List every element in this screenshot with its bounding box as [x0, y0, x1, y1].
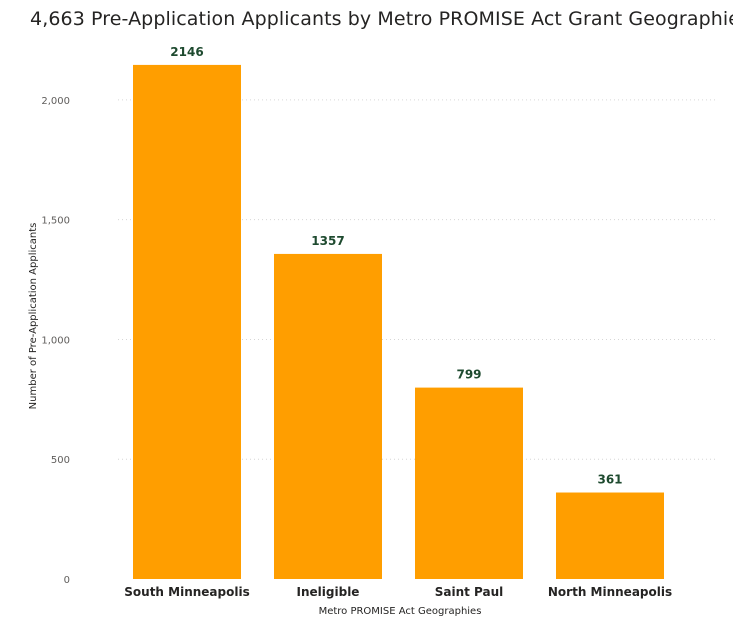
y-tick-label: 1,000 — [41, 335, 70, 346]
x-tick-label: Saint Paul — [435, 585, 504, 599]
y-tick-label: 500 — [51, 455, 70, 466]
bar[interactable] — [415, 387, 523, 579]
y-tick-label: 1,500 — [41, 216, 70, 227]
y-tick-label: 2,000 — [41, 96, 70, 107]
x-tick-label: North Minneapolis — [548, 585, 672, 599]
chart-title: 4,663 Pre-Application Applicants by Metr… — [30, 8, 733, 30]
data-labels: 2146 1357 799 361 — [170, 45, 622, 487]
y-axis-ticks: 0 500 1,000 1,500 2,000 — [41, 96, 70, 586]
data-label: 1357 — [311, 234, 344, 248]
x-tick-label: Ineligible — [297, 585, 360, 599]
y-axis-title: Number of Pre-Application Applicants — [28, 223, 39, 410]
data-label: 2146 — [170, 45, 203, 59]
y-tick-label: 0 — [64, 575, 70, 586]
data-label: 361 — [597, 473, 622, 487]
bars — [133, 64, 664, 580]
bar[interactable] — [556, 492, 664, 579]
x-axis-ticks: South Minneapolis Ineligible Saint Paul Nor… — [124, 585, 672, 599]
bar[interactable] — [274, 253, 382, 580]
bar[interactable] — [133, 64, 241, 580]
x-axis-title: Metro PROMISE Act Geographies — [319, 606, 482, 617]
x-tick-label: South Minneapolis — [124, 585, 249, 599]
data-label: 799 — [456, 368, 481, 382]
